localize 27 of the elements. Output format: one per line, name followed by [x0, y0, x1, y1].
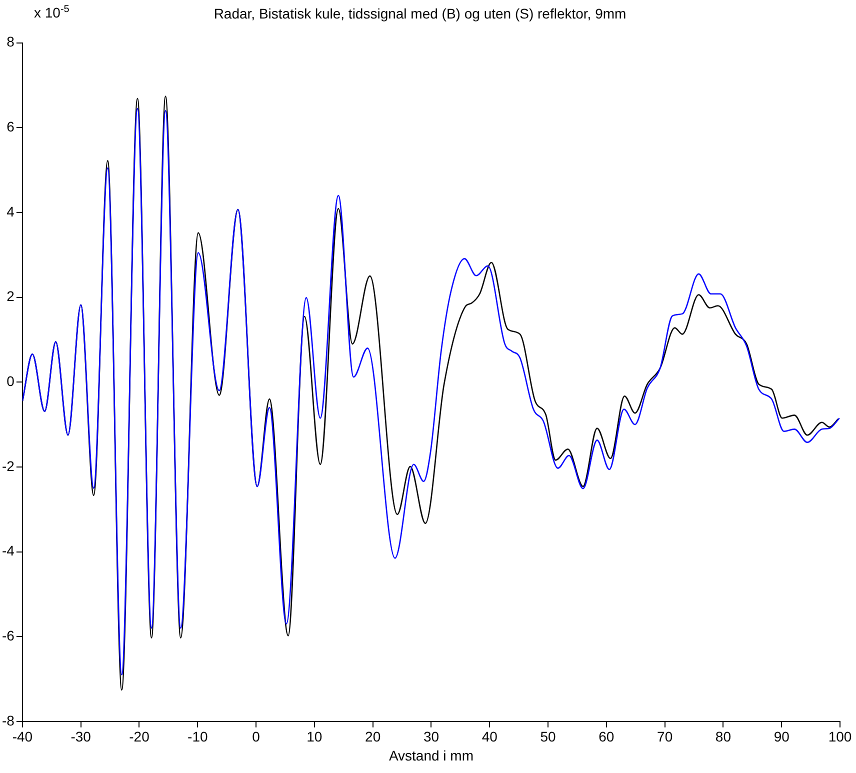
y-tick-label: 4	[6, 203, 15, 220]
x-tick-label: 50	[540, 728, 556, 745]
x-tick-label: -30	[70, 728, 92, 745]
x-tick-label: 70	[657, 728, 673, 745]
x-tick-label: -40	[12, 728, 33, 745]
x-tick-label: 20	[365, 728, 381, 745]
x-tick-label: 90	[774, 728, 790, 745]
y-tick-label: -6	[2, 627, 15, 644]
y-tick-label: -4	[2, 542, 15, 559]
y-tick-label: 8	[6, 34, 15, 50]
x-tick-label: 0	[252, 728, 260, 745]
x-tick-label: -10	[188, 728, 208, 745]
x-axis-title: Avstand i mm	[388, 747, 474, 764]
x-tick-label: 80	[715, 728, 732, 745]
x-tick-label: -20	[129, 728, 150, 745]
y-tick-label: 2	[6, 288, 15, 304]
x-tick-label: 100	[828, 728, 852, 745]
x-tick-label: 40	[482, 728, 498, 745]
x-tick-label: 10	[306, 728, 322, 745]
y-tick-label: -2	[2, 458, 15, 474]
text: x 10$^{-5}$	[34, 4, 70, 21]
x-tick-label: 30	[423, 728, 440, 745]
y-tick-label: 6	[6, 118, 15, 134]
chart-title: Radar, Bistatisk kule, tidssignal med (B) og uten (S) reflektor, 9mm	[214, 5, 626, 22]
y-tick-label: -8	[2, 712, 15, 728]
y-tick-label: 0	[6, 372, 15, 389]
x-tick-label: 60	[598, 728, 614, 745]
